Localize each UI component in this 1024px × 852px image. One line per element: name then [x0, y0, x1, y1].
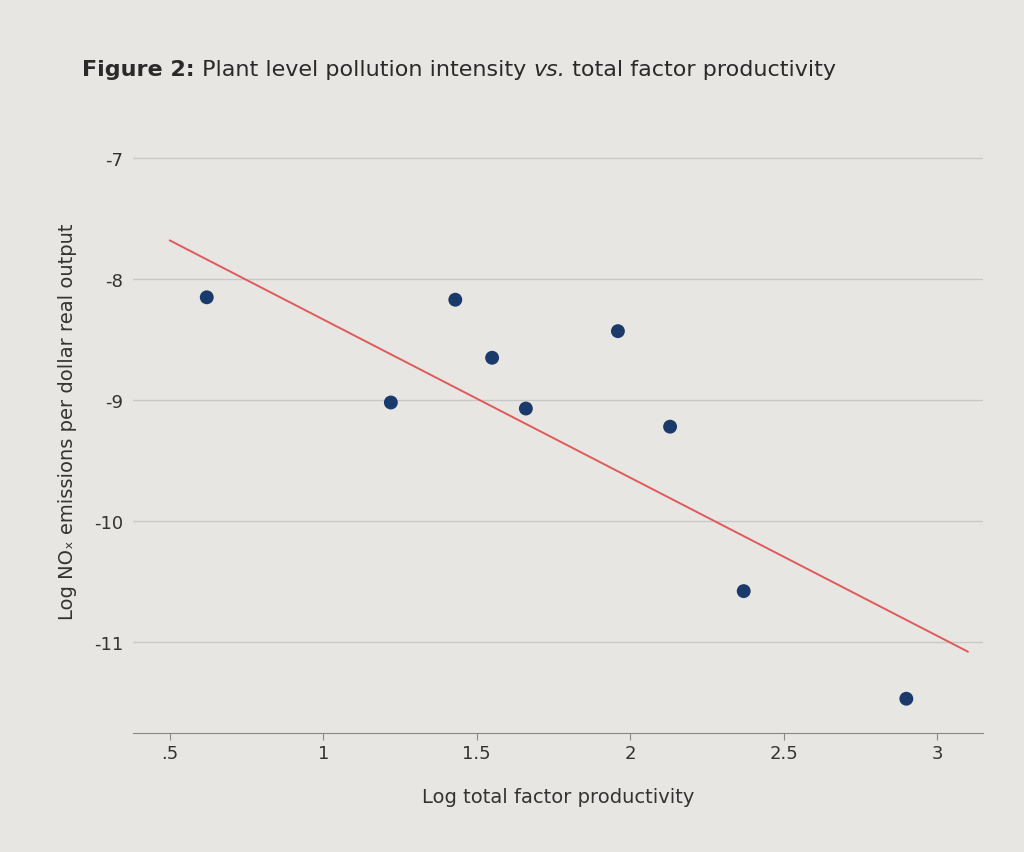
X-axis label: Log total factor productivity: Log total factor productivity — [422, 787, 694, 807]
Point — [662, 420, 678, 434]
Text: Figure 2:: Figure 2: — [82, 60, 195, 79]
Text: Plant level pollution intensity: Plant level pollution intensity — [195, 60, 532, 79]
Point — [609, 325, 626, 338]
Y-axis label: Log NOₓ emissions per dollar real output: Log NOₓ emissions per dollar real output — [58, 224, 78, 619]
Point — [383, 396, 399, 410]
Text: vs.: vs. — [532, 60, 565, 79]
Point — [484, 352, 501, 366]
Point — [447, 294, 464, 308]
Point — [518, 402, 535, 416]
Point — [199, 291, 215, 305]
Text: total factor productivity: total factor productivity — [565, 60, 836, 79]
Point — [735, 584, 752, 598]
Point — [898, 692, 914, 705]
